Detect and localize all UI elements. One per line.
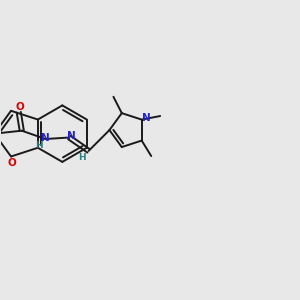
Text: N: N — [41, 133, 50, 143]
Text: N: N — [67, 131, 76, 141]
Text: O: O — [7, 158, 16, 168]
Text: H: H — [78, 153, 86, 162]
Text: H: H — [35, 141, 43, 150]
Text: O: O — [15, 102, 24, 112]
Text: N: N — [142, 113, 151, 123]
